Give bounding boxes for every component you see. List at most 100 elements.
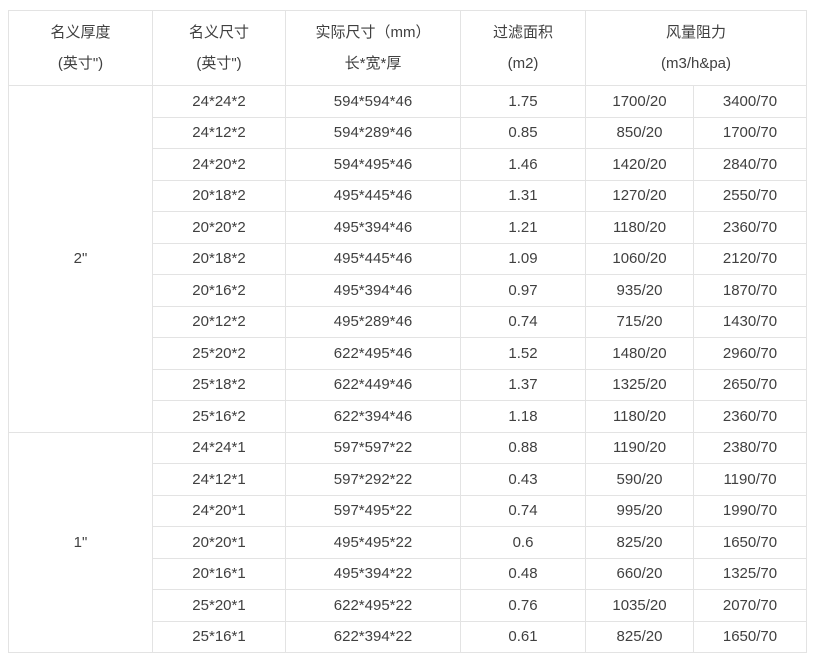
table-cell: 597*292*22 bbox=[285, 463, 461, 496]
table-cell: 1.09 bbox=[460, 242, 586, 275]
table-cell: 660/20 bbox=[585, 557, 694, 590]
table-row: 20*18*2 495*445*46 1.09 1060/20 2120/70 bbox=[9, 242, 807, 275]
table-cell: 2070/70 bbox=[693, 589, 807, 622]
table-cell: 495*394*46 bbox=[285, 274, 461, 307]
table-cell: 1990/70 bbox=[693, 494, 807, 527]
table-cell: 495*445*46 bbox=[285, 179, 461, 212]
table-body: 2" 24*24*2 594*594*46 1.75 1700/20 3400/70 24*… bbox=[8, 85, 807, 653]
table-cell: 2380/70 bbox=[693, 431, 807, 464]
table-cell: 20*18*2 bbox=[152, 242, 286, 275]
table-cell: 1480/20 bbox=[585, 337, 694, 370]
table-row: 1" 24*24*1 597*597*22 0.88 1190/20 2380/70 bbox=[8, 431, 807, 653]
table-row: 20*18*2 495*445*46 1.31 1270/20 2550/70 bbox=[9, 179, 807, 212]
table-cell: 0.6 bbox=[460, 526, 586, 559]
table-cell: 2550/70 bbox=[693, 179, 807, 212]
table-cell: 622*449*46 bbox=[285, 368, 461, 401]
table-cell: 1650/70 bbox=[693, 620, 807, 653]
table-cell: 20*18*2 bbox=[152, 179, 286, 212]
header-line: (英寸") bbox=[196, 55, 242, 72]
table-cell: 1325/70 bbox=[693, 557, 807, 590]
table-cell: 1700/70 bbox=[693, 116, 807, 149]
table-cell: 495*445*46 bbox=[285, 242, 461, 275]
table-cell: 25*20*1 bbox=[152, 589, 286, 622]
table-row: 25*16*2 622*394*46 1.18 1180/20 2360/70 bbox=[9, 400, 807, 433]
header-line: 风量阻力 bbox=[665, 24, 726, 41]
table-cell: 25*16*2 bbox=[152, 400, 286, 433]
table-cell: 597*495*22 bbox=[285, 494, 461, 527]
table-cell: 1870/70 bbox=[693, 274, 807, 307]
table-cell: 25*20*2 bbox=[152, 337, 286, 370]
header-line: 名义厚度 bbox=[50, 24, 111, 41]
table-cell: 825/20 bbox=[585, 526, 694, 559]
table-cell: 24*20*1 bbox=[152, 494, 286, 527]
table-cell: 1035/20 bbox=[585, 589, 694, 622]
table-cell: 20*20*1 bbox=[152, 526, 286, 559]
table-cell: 0.61 bbox=[460, 620, 586, 653]
table-cell: 20*16*2 bbox=[152, 274, 286, 307]
table-cell: 495*289*46 bbox=[285, 305, 461, 338]
table-cell: 1.52 bbox=[460, 337, 586, 370]
table-row: 24*20*2 594*495*46 1.46 1420/20 2840/70 bbox=[9, 148, 807, 181]
table-cell: 825/20 bbox=[585, 620, 694, 653]
table-cell: 1.46 bbox=[460, 148, 586, 181]
header-line: 实际尺寸（mm） bbox=[315, 24, 431, 41]
table-row: 20*16*2 495*394*46 0.97 935/20 1870/70 bbox=[9, 274, 807, 307]
header-line: 过滤面积 bbox=[492, 24, 553, 41]
table-cell: 1.75 bbox=[460, 85, 586, 118]
table-row: 25*20*1 622*495*22 0.76 1035/20 2070/70 bbox=[9, 589, 807, 622]
table-row: 24*12*2 594*289*46 0.85 850/20 1700/70 bbox=[9, 116, 807, 149]
table-cell: 0.76 bbox=[460, 589, 586, 622]
table-cell: 25*16*1 bbox=[152, 620, 286, 653]
header-nominal-size: 名义尺寸 (英寸") bbox=[152, 10, 286, 86]
table-cell: 1.18 bbox=[460, 400, 586, 433]
table-cell: 590/20 bbox=[585, 463, 694, 496]
table-cell: 24*12*2 bbox=[152, 116, 286, 149]
table-cell: 24*12*1 bbox=[152, 463, 286, 496]
table-cell: 0.88 bbox=[460, 431, 586, 464]
table-row: 24*12*1 597*292*22 0.43 590/20 1190/70 bbox=[9, 463, 807, 496]
table-cell: 25*18*2 bbox=[152, 368, 286, 401]
table-cell: 0.97 bbox=[460, 274, 586, 307]
table-cell: 622*394*46 bbox=[285, 400, 461, 433]
table-cell: 1430/70 bbox=[693, 305, 807, 338]
header-actual-size: 实际尺寸（mm） 长*宽*厚 bbox=[285, 10, 461, 86]
table-row: 20*20*1 495*495*22 0.6 825/20 1650/70 bbox=[9, 526, 807, 559]
table-cell: 1325/20 bbox=[585, 368, 694, 401]
table-cell: 24*24*1 bbox=[152, 431, 286, 464]
table-cell: 715/20 bbox=[585, 305, 694, 338]
table-cell: 24*20*2 bbox=[152, 148, 286, 181]
table-cell: 495*394*22 bbox=[285, 557, 461, 590]
table-cell: 20*20*2 bbox=[152, 211, 286, 244]
table-cell: 2360/70 bbox=[693, 211, 807, 244]
table-cell: 1650/70 bbox=[693, 526, 807, 559]
header-airflow-resistance: 风量阻力 (m3/h&pa) bbox=[585, 10, 807, 86]
table-cell: 622*495*22 bbox=[285, 589, 461, 622]
table-cell: 622*495*46 bbox=[285, 337, 461, 370]
table-cell: 1190/20 bbox=[585, 431, 694, 464]
table-cell: 1.31 bbox=[460, 179, 586, 212]
header-line: (英寸") bbox=[57, 55, 104, 72]
table-row: 25*18*2 622*449*46 1.37 1325/20 2650/70 bbox=[9, 368, 807, 401]
table-cell: 594*594*46 bbox=[285, 85, 461, 118]
table-cell: 1190/70 bbox=[693, 463, 807, 496]
table-row: 2" 24*24*2 594*594*46 1.75 1700/20 3400/70 bbox=[8, 85, 807, 433]
table-cell: 935/20 bbox=[585, 274, 694, 307]
table-cell: 1180/20 bbox=[585, 211, 694, 244]
table-row: 24*20*1 597*495*22 0.74 995/20 1990/70 bbox=[9, 494, 807, 527]
table-cell: 1.21 bbox=[460, 211, 586, 244]
header-line: 名义尺寸 bbox=[188, 24, 249, 41]
table-cell: 1060/20 bbox=[585, 242, 694, 275]
header-line: 长*宽*厚 bbox=[344, 55, 402, 72]
thickness-group-cell: 1" bbox=[8, 431, 153, 653]
table-cell: 2650/70 bbox=[693, 368, 807, 401]
table-cell: 0.74 bbox=[460, 305, 586, 338]
table-cell: 1270/20 bbox=[585, 179, 694, 212]
table-cell: 622*394*22 bbox=[285, 620, 461, 653]
table-cell: 1.37 bbox=[460, 368, 586, 401]
table-cell: 2960/70 bbox=[693, 337, 807, 370]
header-line: (m2) bbox=[507, 55, 539, 72]
table-cell: 2360/70 bbox=[693, 400, 807, 433]
table-cell: 850/20 bbox=[585, 116, 694, 149]
table-cell: 1180/20 bbox=[585, 400, 694, 433]
